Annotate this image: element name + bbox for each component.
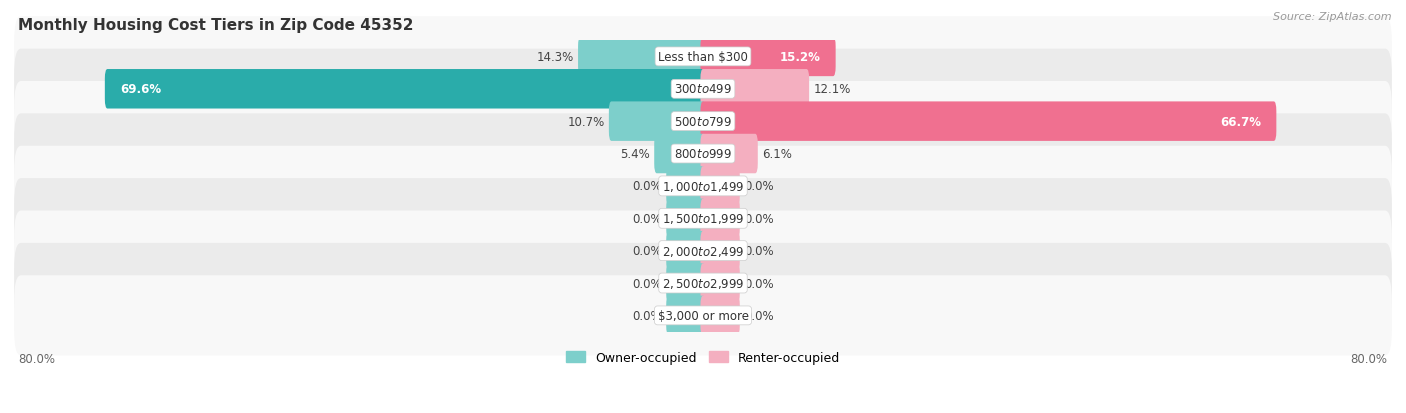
- Text: 0.0%: 0.0%: [744, 212, 773, 225]
- FancyBboxPatch shape: [14, 82, 1392, 162]
- Text: $300 to $499: $300 to $499: [673, 83, 733, 96]
- FancyBboxPatch shape: [14, 275, 1392, 356]
- Text: 12.1%: 12.1%: [814, 83, 851, 96]
- Text: $2,000 to $2,499: $2,000 to $2,499: [662, 244, 744, 258]
- Text: 0.0%: 0.0%: [744, 244, 773, 258]
- Text: 6.1%: 6.1%: [762, 148, 792, 161]
- FancyBboxPatch shape: [700, 296, 740, 335]
- FancyBboxPatch shape: [700, 135, 758, 174]
- FancyBboxPatch shape: [700, 38, 835, 77]
- FancyBboxPatch shape: [700, 199, 740, 238]
- FancyBboxPatch shape: [14, 50, 1392, 130]
- FancyBboxPatch shape: [666, 167, 706, 206]
- FancyBboxPatch shape: [14, 146, 1392, 226]
- FancyBboxPatch shape: [666, 199, 706, 238]
- FancyBboxPatch shape: [700, 263, 740, 303]
- Text: 0.0%: 0.0%: [633, 309, 662, 322]
- Text: 0.0%: 0.0%: [633, 277, 662, 290]
- FancyBboxPatch shape: [700, 70, 808, 109]
- Text: 0.0%: 0.0%: [744, 180, 773, 193]
- Text: 80.0%: 80.0%: [1351, 352, 1388, 365]
- Text: 5.4%: 5.4%: [620, 148, 650, 161]
- Text: $2,500 to $2,999: $2,500 to $2,999: [662, 276, 744, 290]
- Text: Less than $300: Less than $300: [658, 51, 748, 64]
- FancyBboxPatch shape: [14, 211, 1392, 291]
- Text: $1,500 to $1,999: $1,500 to $1,999: [662, 212, 744, 226]
- Legend: Owner-occupied, Renter-occupied: Owner-occupied, Renter-occupied: [561, 346, 845, 369]
- Text: 15.2%: 15.2%: [779, 51, 820, 64]
- Text: $800 to $999: $800 to $999: [673, 148, 733, 161]
- Text: 0.0%: 0.0%: [633, 212, 662, 225]
- Text: 0.0%: 0.0%: [633, 180, 662, 193]
- Text: Monthly Housing Cost Tiers in Zip Code 45352: Monthly Housing Cost Tiers in Zip Code 4…: [18, 18, 413, 33]
- Text: 14.3%: 14.3%: [537, 51, 574, 64]
- Text: 69.6%: 69.6%: [121, 83, 162, 96]
- Text: 0.0%: 0.0%: [744, 277, 773, 290]
- Text: 0.0%: 0.0%: [633, 244, 662, 258]
- FancyBboxPatch shape: [578, 38, 706, 77]
- FancyBboxPatch shape: [700, 102, 1277, 142]
- Text: $3,000 or more: $3,000 or more: [658, 309, 748, 322]
- FancyBboxPatch shape: [14, 243, 1392, 323]
- Text: 66.7%: 66.7%: [1220, 115, 1261, 128]
- FancyBboxPatch shape: [14, 17, 1392, 97]
- FancyBboxPatch shape: [14, 179, 1392, 259]
- FancyBboxPatch shape: [666, 296, 706, 335]
- Text: 0.0%: 0.0%: [744, 309, 773, 322]
- FancyBboxPatch shape: [654, 135, 706, 174]
- Text: $500 to $799: $500 to $799: [673, 115, 733, 128]
- FancyBboxPatch shape: [609, 102, 706, 142]
- FancyBboxPatch shape: [666, 263, 706, 303]
- Text: 10.7%: 10.7%: [568, 115, 605, 128]
- FancyBboxPatch shape: [700, 167, 740, 206]
- FancyBboxPatch shape: [700, 231, 740, 271]
- Text: 80.0%: 80.0%: [18, 352, 55, 365]
- Text: $1,000 to $1,499: $1,000 to $1,499: [662, 180, 744, 193]
- FancyBboxPatch shape: [14, 114, 1392, 194]
- Text: Source: ZipAtlas.com: Source: ZipAtlas.com: [1274, 12, 1392, 22]
- FancyBboxPatch shape: [666, 231, 706, 271]
- FancyBboxPatch shape: [105, 70, 706, 109]
